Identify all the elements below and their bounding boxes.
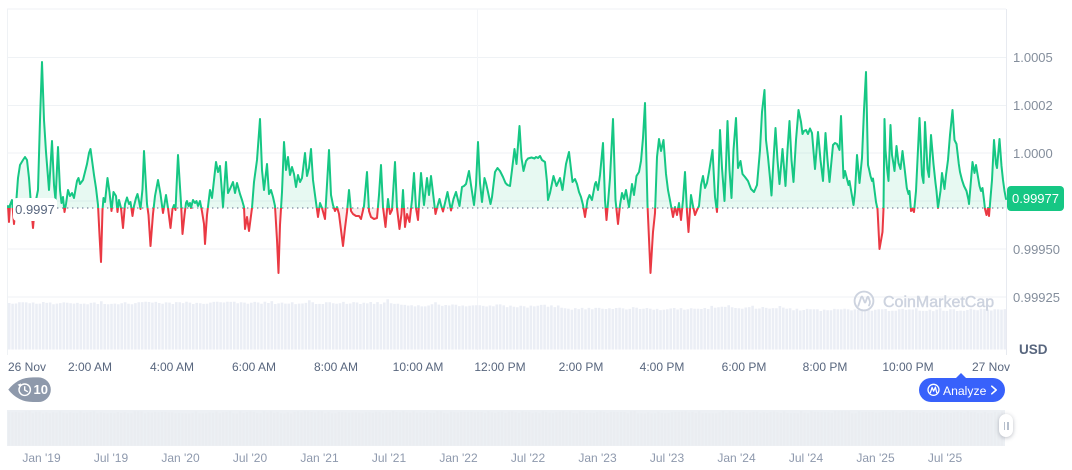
- svg-text:10: 10: [34, 382, 48, 397]
